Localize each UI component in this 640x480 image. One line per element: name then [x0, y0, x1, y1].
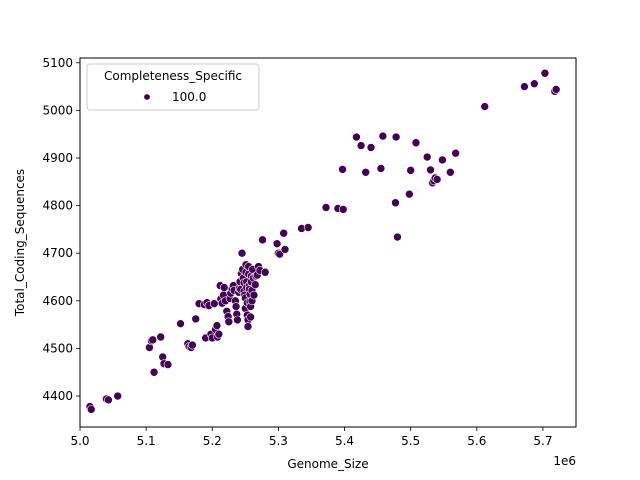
data-point: [451, 148, 460, 158]
data-point: [214, 329, 224, 339]
y-tick-label: 4500: [42, 341, 73, 355]
data-point: [212, 321, 222, 330]
data-point: [176, 319, 185, 328]
x-offset-label: 1e6: [553, 454, 576, 468]
data-point: [405, 189, 414, 199]
data-point: [231, 302, 241, 311]
data-point: [338, 165, 347, 174]
x-tick-label: 5.4: [335, 434, 354, 448]
data-point: [361, 167, 371, 177]
y-tick-label: 4700: [42, 246, 73, 260]
data-point: [356, 141, 366, 150]
data-point: [406, 166, 415, 175]
data-point: [113, 391, 122, 401]
data-point: [163, 360, 173, 369]
y-tick-label: 4900: [42, 151, 73, 165]
plot-area-frame: [79, 57, 577, 428]
data-point: [156, 332, 165, 342]
data-point: [391, 198, 400, 208]
legend: Completeness_Specific 100.0: [86, 63, 260, 111]
data-point: [446, 167, 455, 177]
x-tick-label: 5.6: [467, 434, 486, 448]
x-tick-label: 5.5: [401, 434, 420, 448]
data-point: [148, 335, 158, 345]
data-point: [250, 280, 260, 289]
data-point: [303, 223, 313, 232]
legend-marker: [143, 93, 151, 101]
data-point: [260, 267, 270, 277]
data-point: [391, 132, 401, 142]
data-point: [321, 203, 331, 212]
x-axis-label: Genome_Size: [287, 457, 368, 471]
data-point: [338, 205, 348, 214]
data-point: [246, 312, 255, 322]
x-tick-label: 5.1: [137, 434, 156, 448]
data-point: [366, 143, 376, 152]
data-point: [258, 235, 267, 245]
y-tick-label: 4400: [42, 389, 73, 403]
x-tick-label: 5.3: [269, 434, 288, 448]
data-point: [438, 155, 447, 165]
data-point: [540, 68, 550, 78]
data-point: [272, 239, 282, 248]
x-tick-label: 5.7: [533, 434, 552, 448]
data-point: [86, 405, 96, 414]
data-point: [149, 367, 159, 377]
data-point: [275, 249, 285, 259]
data-point: [352, 132, 361, 142]
data-point: [188, 340, 197, 350]
y-tick-label: 4800: [42, 199, 73, 213]
legend-box: [86, 63, 260, 111]
data-point: [530, 79, 539, 89]
data-point: [376, 164, 386, 173]
data-point: [233, 315, 242, 325]
data-point: [243, 322, 253, 331]
y-axis-label: Total_Coding_Sequences: [13, 169, 27, 317]
data-point: [432, 175, 442, 184]
data-point: [422, 152, 432, 162]
x-tick-label: 5.2: [203, 434, 222, 448]
data-points: [85, 68, 561, 414]
x-tick-marks: 5.0 5.1 5.2 5.3 5.4 5.5 5.6 5.7: [70, 427, 552, 448]
data-point: [480, 102, 490, 111]
data-point: [224, 317, 234, 327]
data-point: [191, 314, 201, 324]
data-point: [393, 232, 402, 242]
y-tick-label: 5000: [42, 103, 73, 117]
x-tick-label: 5.0: [70, 434, 89, 448]
y-tick-label: 4600: [42, 294, 73, 308]
legend-title: Completeness_Specific: [104, 69, 242, 83]
data-point: [279, 228, 288, 238]
legend-entry-label: 100.0: [172, 90, 206, 104]
y-tick-label: 5100: [42, 56, 73, 70]
data-point: [551, 85, 561, 94]
data-point: [249, 290, 259, 300]
data-point: [520, 82, 529, 91]
data-point: [378, 131, 388, 141]
y-tick-marks: 4400 4500 4600 4700 4800 4900 5000 5100: [42, 56, 80, 403]
data-point: [219, 283, 229, 292]
data-point: [426, 165, 435, 175]
data-point: [104, 395, 113, 405]
data-point: [237, 248, 247, 258]
data-point: [280, 245, 290, 254]
data-point: [411, 138, 421, 148]
